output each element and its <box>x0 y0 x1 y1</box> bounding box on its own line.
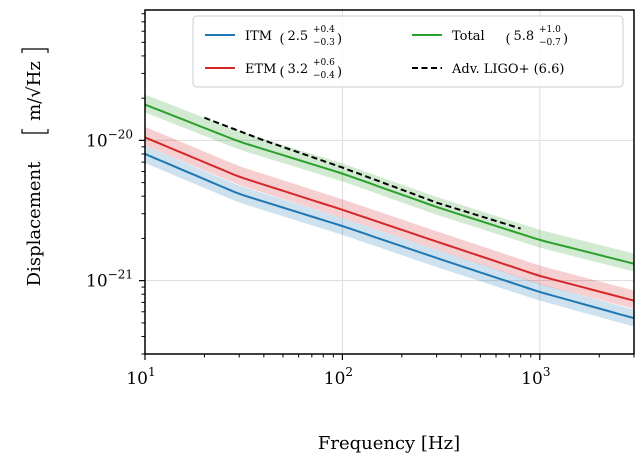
line-total <box>145 103 634 265</box>
x-tick-label: 102 <box>324 365 353 389</box>
legend-value-total: 5.8 <box>514 29 535 44</box>
legend-value-etm: 3.2 <box>288 62 309 77</box>
legend-paren-open: ( <box>280 32 285 47</box>
legend-paren-open: ( <box>506 32 511 47</box>
legend-label-etm: ETM <box>245 62 276 77</box>
y-unit-bracket-left <box>21 129 49 134</box>
band-etm <box>145 126 634 309</box>
legend-upper-etm: +0.6 <box>313 58 335 68</box>
legend-value-itm: 2.5 <box>288 29 309 44</box>
y-axis-unit: m/√Hz <box>24 61 45 121</box>
legend-lower-etm: −0.4 <box>313 71 335 81</box>
band-total <box>145 94 634 272</box>
legend-lower-itm: −0.3 <box>313 38 335 48</box>
series-lines <box>145 103 634 320</box>
y-unit-bracket-right <box>21 48 49 53</box>
x-tick-label: 103 <box>521 365 550 389</box>
x-axis-title: Frequency [Hz] <box>318 433 460 454</box>
y-tick-label: 10−20 <box>86 127 133 151</box>
y-axis-title-text: Displacement <box>24 161 45 286</box>
legend-paren-close: ) <box>563 32 568 47</box>
legend-label-itm: ITM <box>245 29 272 44</box>
legend-frame <box>192 15 624 88</box>
legend-label-total: Total <box>452 29 485 44</box>
uncertainty-bands <box>145 94 634 327</box>
y-axis-title: Displacement m/√Hz <box>21 48 49 286</box>
legend-paren-open: ( <box>280 65 285 80</box>
y-tick-label: 10−21 <box>86 268 133 292</box>
legend-upper-total: +1.0 <box>539 25 561 35</box>
axis-ticks: 101 102 103 10−21 10−20 <box>86 13 635 389</box>
line-adv-ligo <box>204 116 521 230</box>
legend-paren-close: ) <box>337 65 342 80</box>
band-itm <box>145 145 634 327</box>
x-tick-label: 101 <box>126 365 155 389</box>
legend-lower-total: −0.7 <box>539 38 561 48</box>
line-etm <box>145 136 634 302</box>
plot-frame <box>144 9 635 355</box>
legend-label-adv-ligo: Adv. LIGO+ (6.6) <box>451 62 564 77</box>
legend-upper-itm: +0.4 <box>313 25 335 35</box>
legend-paren-close: ) <box>337 32 342 47</box>
legend: ITM (2.5 +0.4−0.3)ETM (3.2 +0.6−0.4)Total … <box>192 15 624 88</box>
line-itm <box>145 153 634 320</box>
